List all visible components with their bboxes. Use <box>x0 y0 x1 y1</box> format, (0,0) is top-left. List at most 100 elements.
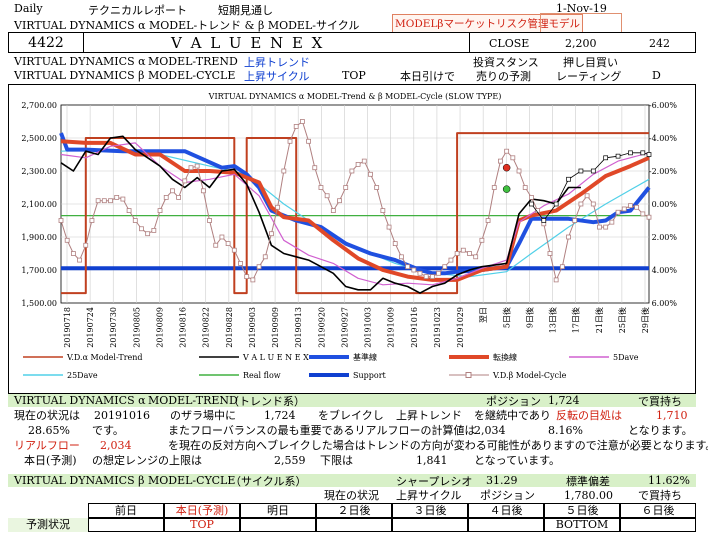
forecast-value <box>620 518 696 532</box>
cycle-position-action: で買持ち <box>638 489 682 502</box>
cycle-header-row: VIRTUAL DYNAMICS β MODEL-CYCLE （サイクル系） シ… <box>8 474 696 488</box>
y-tick-label: 2,300.00 <box>21 167 57 176</box>
cycle-marker <box>547 251 553 256</box>
y2-tick-label: 0.00% <box>652 200 678 209</box>
cycle-marker <box>120 196 126 202</box>
flow-text: またフローバランスの最も重要であるリアルフローの計算値は <box>168 424 476 437</box>
x-tick-label: 翌日 <box>479 307 488 323</box>
cycle-marker <box>324 193 330 199</box>
x-tick-label: 17日後 <box>571 307 581 333</box>
forecast-value <box>392 518 468 532</box>
cycle-marker <box>491 185 497 190</box>
cycle-marker <box>238 260 243 266</box>
forecast-value: TOP <box>164 518 240 532</box>
y2-tick-label: 6.00% <box>652 299 678 308</box>
cycle-marker <box>188 165 194 171</box>
cycle-marker <box>504 148 510 154</box>
y2-tick-label: -2.00% <box>649 167 678 176</box>
cycle-marker <box>207 218 212 223</box>
status-label: 現在の状況は <box>14 409 80 422</box>
y2-tick-label: 4.00% <box>652 266 678 275</box>
cycle-marker <box>634 204 640 210</box>
sharpe-label: シャープレシオ <box>396 474 473 488</box>
x-tick-label: 20190730 <box>109 307 118 348</box>
cycle-status-value: 上昇サイクル <box>396 489 462 502</box>
status-price: 1,724 <box>264 408 296 422</box>
forecast-marker <box>646 152 652 157</box>
x-tick-label: 9日後 <box>524 307 534 328</box>
sd-value: 11.62% <box>648 474 690 487</box>
cycle-marker <box>200 188 206 194</box>
cycle-marker <box>467 251 472 256</box>
cycle-marker <box>330 208 336 213</box>
close-extra: 242 <box>649 37 670 50</box>
range-high: 2,559 <box>274 453 306 467</box>
legend-label: Support <box>353 371 387 380</box>
cycle-marker <box>590 201 596 207</box>
y-tick-label: 1,700.00 <box>21 266 57 275</box>
cycle-marker <box>262 254 268 260</box>
flow-tail: となります。 <box>628 424 693 437</box>
range-row: 本日(予測) の想定レンジの上限は 2,559 下限は 1,841 となっていま… <box>8 453 696 468</box>
cycle-marker <box>244 274 250 280</box>
cycle-marker <box>312 165 318 171</box>
trend-pct-row: 28.65% です。 またフローバランスの最も重要であるリアルフローの計算値は … <box>8 423 696 438</box>
forecast-value <box>88 518 164 532</box>
forecast-header: 本日(予測) <box>164 503 240 518</box>
cycle-marker <box>337 198 342 204</box>
cycle-marker <box>603 224 609 230</box>
cycle-marker <box>275 204 281 210</box>
y-tick-label: 1,500.00 <box>21 299 57 308</box>
cycle-marker <box>628 203 633 209</box>
forecast-header: ５日後 <box>544 503 620 518</box>
realflow-value: 2,034 <box>100 438 132 452</box>
forecast-marker <box>529 201 534 207</box>
cycle-marker <box>621 206 627 212</box>
range-low-label: 下限は <box>320 454 353 467</box>
range-label: 本日(予測) <box>24 454 77 467</box>
rating-value: D <box>652 69 661 82</box>
cycle-marker <box>498 158 503 164</box>
cycle-marker <box>510 155 516 161</box>
y2-tick-label: -6.00% <box>649 101 678 110</box>
cycle-marker <box>380 208 386 213</box>
cycle-marker <box>114 195 120 200</box>
forecast-marker <box>628 150 633 156</box>
range-low: 1,841 <box>416 453 448 467</box>
series-line <box>60 139 650 282</box>
range-text: の想定レンジの上限は <box>92 454 202 467</box>
cycle-marker <box>572 218 578 223</box>
x-tick-label: 20190909 <box>271 307 280 348</box>
realflow-label: リアルフロー <box>14 439 80 452</box>
cycle-marker <box>529 195 534 200</box>
x-tick-label: 20191029 <box>456 307 465 348</box>
forecast-header: ３日後 <box>392 503 468 518</box>
cycle-marker <box>374 185 380 190</box>
beta-today: 本日引けで <box>400 69 455 83</box>
cycle-marker <box>615 209 621 215</box>
x-tick-label: 20190724 <box>86 307 95 348</box>
status-trend: 上昇トレンド <box>396 409 462 422</box>
cycle-marker <box>281 168 287 174</box>
x-tick-label: 20190805 <box>132 307 141 348</box>
cycle-marker <box>442 264 448 270</box>
cycle-marker <box>182 178 188 184</box>
x-tick-label: 20190927 <box>340 307 349 348</box>
legend-label: Real flow <box>243 371 281 380</box>
cycle-position-value: 1,780.00 <box>564 488 613 502</box>
forecast-value <box>468 518 544 532</box>
cycle-marker <box>176 195 182 200</box>
company-name: V A L U E N E X <box>171 34 325 52</box>
cycle-title-left: VIRTUAL DYNAMICS β <box>14 474 145 487</box>
y-tick-label: 1,900.00 <box>21 233 57 242</box>
trend-position-value: 1,724 <box>548 394 580 407</box>
alpha-model: MODEL-TREND <box>148 55 238 68</box>
x-tick-label: 20190809 <box>155 307 164 348</box>
cycle-marker <box>139 226 144 232</box>
cycle-position-label: ポジション <box>480 489 535 502</box>
x-tick-label: 20190920 <box>317 307 326 348</box>
beta-model: MODEL-CYCLE <box>148 69 236 82</box>
cycle-marker <box>436 270 441 276</box>
outlook-label: 短期見通し <box>218 4 273 17</box>
cycle-marker <box>250 277 256 283</box>
